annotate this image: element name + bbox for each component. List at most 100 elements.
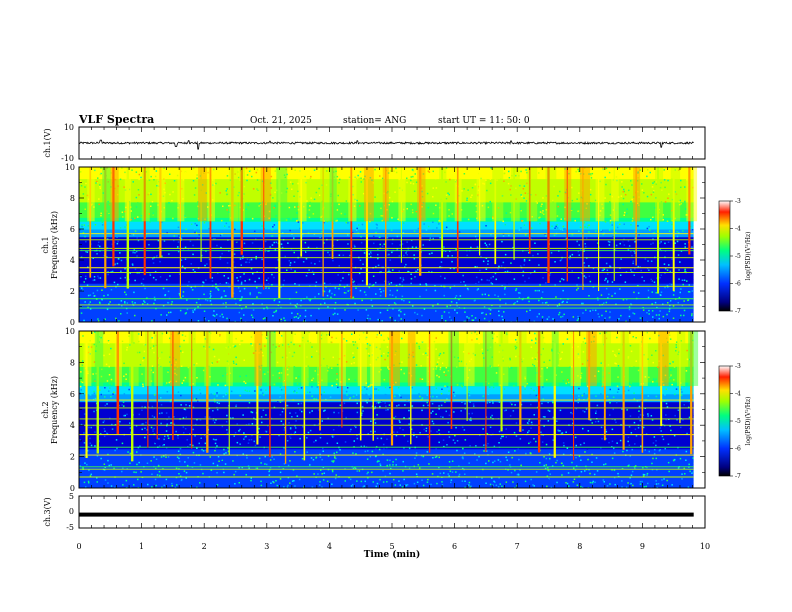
sferic-plume xyxy=(586,331,597,386)
sferic-plume xyxy=(329,167,337,222)
ch3-waveform-frame xyxy=(78,495,706,529)
ch3-ytick-top: 5 xyxy=(69,492,74,501)
y-tick-label: 8 xyxy=(70,194,75,203)
ch3-ytick-mid: 0 xyxy=(69,507,74,516)
ch1-colorbar-label: log(PSD)(V²/Hz) xyxy=(745,232,752,281)
sferic-plume xyxy=(94,331,104,386)
sferic-plume xyxy=(439,167,447,222)
sferic-plume xyxy=(611,167,619,222)
ch3-waveform-xticks xyxy=(78,496,706,528)
sferic-plume xyxy=(370,331,381,386)
sferic-plume xyxy=(417,167,426,222)
sferic-plume xyxy=(639,331,648,386)
sferic-plume xyxy=(129,331,139,386)
x-tick-label: 7 xyxy=(515,542,520,551)
sferic-plume xyxy=(545,167,557,222)
colorbar-tick-label: -3 xyxy=(735,363,741,370)
sferic-plume xyxy=(226,331,233,386)
ch1-spectrogram-ylabel: ch.1 xyxy=(41,236,50,253)
ch2-colorbar-ticks: -3 -4 -5 -6 -7 xyxy=(730,363,741,480)
ch1-ytick-bottom: -10 xyxy=(61,154,74,163)
sferic-plume xyxy=(448,331,459,386)
sferic-plume xyxy=(498,331,509,386)
ch2-colorbar-label: log(PSD)(V²/Hz) xyxy=(745,397,752,446)
sferic-plume xyxy=(266,331,276,386)
sferic-plume xyxy=(389,331,400,386)
sferic-plume xyxy=(688,331,699,386)
figure-title: VLF Spectra xyxy=(78,113,154,126)
x-tick-label: 0 xyxy=(76,542,81,551)
sferic-plume xyxy=(363,167,374,222)
sferic-plume xyxy=(254,331,263,386)
start-time-label: start UT = 11: 50: 0 xyxy=(438,116,530,126)
y-tick-label: 6 xyxy=(70,390,75,399)
ch2-spectrogram-yticks: 0 2 4 6 8 10 xyxy=(65,327,705,493)
ch3-ytick-bottom: -5 xyxy=(66,523,74,532)
sferic-plume xyxy=(398,167,406,222)
colorbar-tick-label: -4 xyxy=(735,226,741,233)
sferic-plume xyxy=(348,167,357,222)
sferic-plume xyxy=(476,167,486,222)
sferic-plume xyxy=(87,167,95,222)
sferic-plume xyxy=(595,167,605,222)
sferic-plume xyxy=(655,167,664,222)
x-tick-label: 6 xyxy=(452,542,457,551)
sferic-plume xyxy=(320,167,331,222)
x-tick-label: 8 xyxy=(577,542,582,551)
y-tick-label: 2 xyxy=(70,287,75,296)
sferic-plume xyxy=(620,331,629,386)
sferic-plume xyxy=(536,331,544,386)
y-tick-label: 0 xyxy=(70,484,75,493)
x-axis-label: Time (min) xyxy=(364,549,421,560)
sferic-plume xyxy=(317,331,328,386)
colorbar-tick-label: -6 xyxy=(735,281,741,288)
ch3-waveform-ylabel: ch.3(V) xyxy=(43,497,52,526)
x-tick-label: 4 xyxy=(327,542,332,551)
colorbar-tick-label: -4 xyxy=(735,391,741,398)
sferic-plume xyxy=(338,331,346,386)
ch3-waveform-trace xyxy=(79,512,694,517)
x-tick-label: 9 xyxy=(640,542,645,551)
sferic-plume xyxy=(517,331,527,386)
ch1-colorbar xyxy=(718,200,731,312)
x-tick-label: 3 xyxy=(264,542,269,551)
x-tick-label: 2 xyxy=(202,542,207,551)
sferic-plume xyxy=(601,331,612,386)
sferic-plume xyxy=(633,167,641,222)
sferic-plume xyxy=(207,167,216,222)
sferic-plume xyxy=(154,331,163,386)
sferic-plume xyxy=(229,167,239,222)
sferic-plume xyxy=(676,331,686,386)
ch1-waveform-xticks xyxy=(78,127,706,159)
ch1-spectrogram-xticks xyxy=(78,167,706,322)
sferic-plume xyxy=(198,167,207,222)
sferic-plume xyxy=(426,331,435,386)
ch2-spectrogram-image xyxy=(79,331,705,488)
sferic-plume xyxy=(551,331,559,386)
sferic-plume xyxy=(188,331,196,386)
colorbar-tick-label: -6 xyxy=(735,446,741,453)
sferic-plume xyxy=(260,167,271,222)
sferic-plume xyxy=(482,331,494,386)
sferic-plume xyxy=(114,331,122,386)
ch1-waveform-panel: 10 -10 ch.1(V) xyxy=(43,123,706,163)
y-tick-label: 10 xyxy=(65,163,75,172)
y-tick-label: 6 xyxy=(70,225,75,234)
ch1-spectrogram-yticks: 0 2 4 6 8 10 xyxy=(65,163,705,327)
y-tick-label: 8 xyxy=(70,358,75,367)
sferic-plume xyxy=(141,167,150,222)
sferic-plume xyxy=(564,167,572,222)
sferic-plume xyxy=(157,167,166,222)
ch2-spectrogram-freq-label: Frequency (kHz) xyxy=(50,376,59,444)
date-label: Oct. 21, 2025 xyxy=(250,116,312,126)
sferic-plume xyxy=(454,167,462,222)
sferic-plume xyxy=(276,167,288,222)
sferic-plume xyxy=(238,167,245,222)
sferic-plume xyxy=(382,167,389,222)
ch2-spectrogram-ylabel: ch.2 xyxy=(41,401,50,418)
sferic-plume xyxy=(102,167,111,222)
colorbar-tick-label: -3 xyxy=(735,198,741,205)
